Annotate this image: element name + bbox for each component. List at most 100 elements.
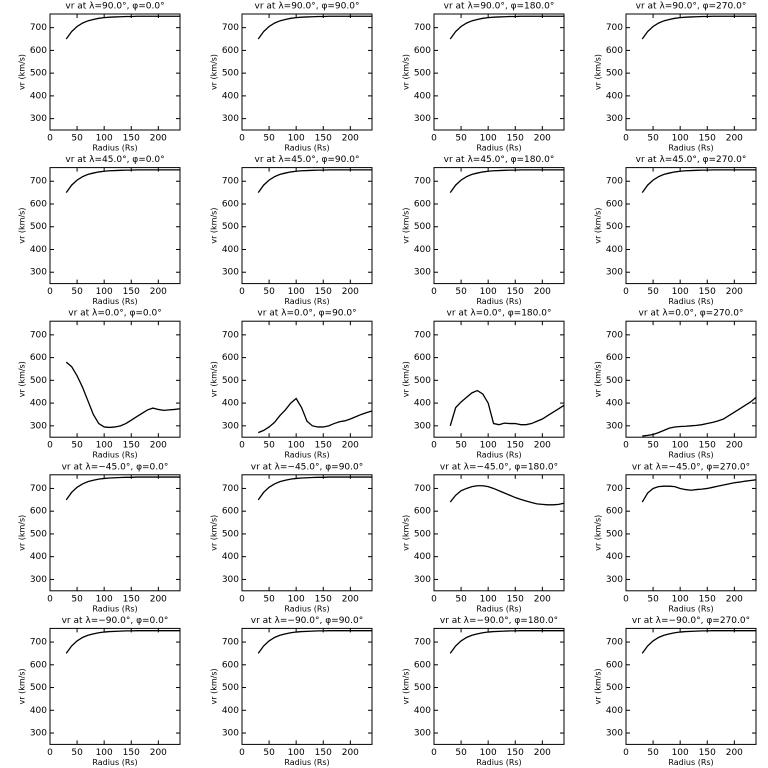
plot-frame <box>625 13 757 131</box>
x-tick-label: 200 <box>726 287 743 297</box>
panel: vr at λ=90.0°, φ=0.0° 0 50 100 150 200 300 400 5… <box>18 2 181 153</box>
x-tick-label: 50 <box>647 748 659 758</box>
x-tick-label: 150 <box>315 594 332 604</box>
panel: vr at λ=−45.0°, φ=180.0° 0 50 100 150 200 300 4… <box>402 462 565 613</box>
x-tick-label: 50 <box>455 594 467 604</box>
x-axis-label: Radius (Rs) <box>284 144 329 153</box>
y-axis-label: vr (km/s) <box>594 515 603 551</box>
x-tick-label: 150 <box>507 594 524 604</box>
panel: vr at λ=90.0°, φ=180.0° 0 50 100 150 200 300 40… <box>402 2 565 153</box>
x-tick-label: 200 <box>150 594 167 604</box>
data-line <box>449 169 564 194</box>
panel: vr at λ=45.0°, φ=90.0° 0 50 100 150 200 300 400… <box>210 155 373 306</box>
x-tick-label: 0 <box>239 441 245 451</box>
y-tick-label: 700 <box>414 177 431 187</box>
plot-frame <box>49 627 181 745</box>
panel: vr at λ=−90.0°, φ=180.0° 0 50 100 150 200 300 4… <box>402 616 565 767</box>
data-line <box>65 476 180 501</box>
y-tick-label: 400 <box>222 245 239 255</box>
y-tick-label: 600 <box>414 660 431 670</box>
x-tick-label: 150 <box>123 441 140 451</box>
x-tick-label: 200 <box>534 441 551 451</box>
y-tick-label: 600 <box>222 46 239 56</box>
y-tick-label: 500 <box>222 222 239 232</box>
x-axis-label: Radius (Rs) <box>92 758 137 767</box>
x-axis-label: Radius (Rs) <box>92 451 137 460</box>
x-tick-label: 50 <box>71 441 83 451</box>
plot-frame <box>433 474 565 592</box>
plot-frame <box>49 320 181 438</box>
x-tick-label: 100 <box>288 748 305 758</box>
y-tick-label: 500 <box>30 683 47 693</box>
y-tick-label: 600 <box>30 46 47 56</box>
x-tick-label: 150 <box>699 287 716 297</box>
panel-title: vr at λ=−90.0°, φ=180.0° <box>440 616 558 626</box>
x-tick-label: 100 <box>672 287 689 297</box>
panel: vr at λ=90.0°, φ=270.0° 0 50 100 150 200 300 40… <box>594 2 757 153</box>
x-tick-label: 50 <box>647 594 659 604</box>
x-axis-label: Radius (Rs) <box>92 604 137 613</box>
x-tick-label: 150 <box>123 134 140 144</box>
y-tick-label: 400 <box>222 91 239 101</box>
x-tick-label: 0 <box>431 441 437 451</box>
panel: vr at λ=45.0°, φ=180.0° 0 50 100 150 200 300 40… <box>402 155 565 306</box>
x-tick-label: 200 <box>534 134 551 144</box>
y-tick-label: 400 <box>414 399 431 409</box>
panel-title: vr at λ=90.0°, φ=270.0° <box>636 2 747 12</box>
y-tick-label: 500 <box>222 69 239 79</box>
x-tick-label: 100 <box>288 594 305 604</box>
x-tick-label: 50 <box>647 287 659 297</box>
panel: vr at λ=−45.0°, φ=90.0° 0 50 100 150 200 300 40… <box>210 462 373 613</box>
y-tick-label: 400 <box>30 399 47 409</box>
y-tick-label: 700 <box>30 23 47 33</box>
x-tick-label: 200 <box>150 441 167 451</box>
panel: vr at λ=45.0°, φ=0.0° 0 50 100 150 200 300 400 5… <box>18 155 181 306</box>
x-tick-label: 0 <box>47 594 53 604</box>
panel: vr at λ=0.0°, φ=90.0° 0 50 100 150 200 300 400 5… <box>210 309 373 460</box>
y-tick-label: 400 <box>222 552 239 562</box>
panel: vr at λ=−45.0°, φ=270.0° 0 50 100 150 200 300 4… <box>594 462 757 613</box>
x-tick-label: 0 <box>239 134 245 144</box>
x-tick-label: 150 <box>315 134 332 144</box>
y-tick-label: 600 <box>222 199 239 209</box>
data-line <box>449 485 565 506</box>
y-tick-label: 500 <box>222 529 239 539</box>
x-tick-label: 100 <box>96 441 113 451</box>
x-tick-label: 100 <box>96 594 113 604</box>
y-tick-label: 700 <box>222 23 239 33</box>
x-tick-label: 50 <box>71 287 83 297</box>
y-tick-label: 600 <box>30 353 47 363</box>
x-tick-label: 150 <box>123 594 140 604</box>
y-tick-label: 600 <box>30 199 47 209</box>
x-axis-label: Radius (Rs) <box>92 144 137 153</box>
x-tick-label: 200 <box>342 134 359 144</box>
x-tick-label: 150 <box>315 748 332 758</box>
panel-title: vr at λ=90.0°, φ=90.0° <box>255 2 360 12</box>
x-tick-label: 0 <box>47 748 53 758</box>
y-tick-label: 300 <box>414 114 431 124</box>
x-tick-label: 0 <box>47 134 53 144</box>
y-tick-label: 400 <box>414 706 431 716</box>
data-line <box>257 15 372 40</box>
panel: vr at λ=45.0°, φ=270.0° 0 50 100 150 200 300 40… <box>594 155 757 306</box>
panel-title: vr at λ=−45.0°, φ=90.0° <box>251 462 363 472</box>
y-axis-label: vr (km/s) <box>594 668 603 704</box>
y-tick-label: 600 <box>414 199 431 209</box>
panel-title: vr at λ=−90.0°, φ=270.0° <box>632 616 750 626</box>
y-tick-label: 300 <box>222 575 239 585</box>
y-tick-label: 400 <box>222 399 239 409</box>
y-axis-label: vr (km/s) <box>18 54 27 90</box>
data-line <box>449 15 564 40</box>
y-tick-label: 400 <box>606 552 623 562</box>
x-axis-label: Radius (Rs) <box>476 758 521 767</box>
y-tick-label: 400 <box>606 245 623 255</box>
plot-frame <box>625 627 757 745</box>
x-tick-label: 0 <box>623 287 629 297</box>
y-tick-label: 700 <box>222 638 239 648</box>
data-line <box>257 630 372 654</box>
x-tick-label: 100 <box>480 594 497 604</box>
plot-frame <box>433 320 565 438</box>
y-tick-label: 300 <box>222 421 239 431</box>
y-tick-label: 500 <box>606 69 623 79</box>
